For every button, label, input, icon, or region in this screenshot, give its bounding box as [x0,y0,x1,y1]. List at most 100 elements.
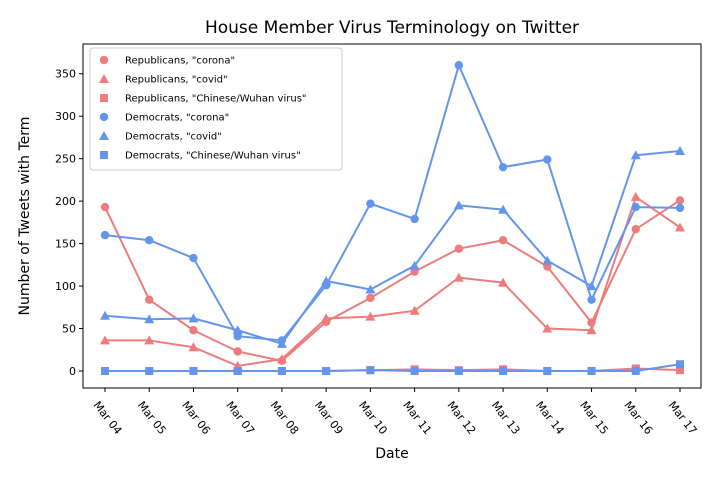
data-point-triangle [675,222,685,232]
x-tick-label: Mar 16 [621,399,655,437]
data-point-triangle [188,342,199,352]
data-point-circle [675,196,685,205]
chart-title: House Member Virus Terminology on Twitte… [205,18,579,38]
legend-label: Democrats, "corona" [125,113,229,124]
legend-label: Republicans, "covid" [125,75,228,86]
data-point-circle [410,214,419,224]
y-tick-label: 350 [55,68,76,81]
y-tick-label: 200 [55,195,76,208]
y-tick-label: 100 [55,280,76,293]
data-point-triangle [409,260,420,270]
data-point-triangle [453,200,464,210]
data-point-triangle [630,191,641,201]
data-point-triangle [675,146,685,156]
y-tick-label: 300 [55,110,76,123]
data-point-triangle [498,204,509,214]
data-point-triangle [232,325,243,335]
x-tick-label: Mar 15 [577,399,611,437]
legend-label: Democrats, "covid" [125,132,222,143]
data-point-circle [454,61,464,70]
data-point-triangle [321,275,332,285]
y-tick-label: 250 [55,153,76,166]
data-point-triangle [276,354,287,364]
data-point-circle [100,230,110,240]
data-point-triangle [276,338,287,348]
data-point-square [676,366,684,375]
data-point-square [410,367,419,376]
data-point-triangle [321,313,332,323]
x-tick-label: Mar 14 [533,399,567,437]
x-axis: Mar 04 Mar 05 Mar 06 Mar 07 Mar 08 Mar 09 Mar … [91,388,700,437]
data-point-circle [145,236,154,245]
data-point-triangle [100,310,110,320]
data-point-square [587,367,596,376]
data-point-triangle [144,335,155,345]
data-point-square [499,367,508,376]
x-tick-label: Mar 10 [356,399,390,437]
series-0 [100,196,685,366]
data-point-triangle [409,305,420,315]
data-point-square [543,367,552,376]
data-point-triangle [630,150,641,160]
data-point-circle [498,162,508,172]
legend-marker-triangle [99,131,109,140]
legend-marker-circle [99,112,109,122]
legend-marker-circle [99,55,109,65]
data-point-square [322,367,331,376]
data-point-square [676,360,684,369]
data-point-circle [366,293,375,303]
data-point-square [101,367,109,376]
x-tick-label: Mar 07 [223,399,257,437]
data-point-circle [631,224,640,234]
series-1 [100,191,685,370]
x-tick-label: Mar 04 [91,399,125,437]
x-tick-label: Mar 05 [135,399,169,437]
series-line [104,199,681,362]
x-tick-label: Mar 12 [444,399,478,437]
data-point-square [366,366,375,375]
series-5 [101,360,684,376]
data-point-square [233,367,242,376]
data-point-triangle [542,323,553,333]
data-point-triangle [586,325,597,335]
data-point-circle [498,236,508,245]
plot-area-frame [82,43,702,389]
x-tick-label: Mar 17 [666,399,700,437]
data-point-triangle [542,255,553,265]
legend-label: Republicans, "corona" [125,56,235,67]
x-axis-label: Date [375,446,408,462]
series-layer [100,61,685,376]
data-point-circle [233,347,242,356]
series-4 [100,146,685,348]
data-point-triangle [188,313,199,323]
data-point-circle [587,295,596,304]
y-tick-label: 0 [69,365,76,378]
y-axis: 0 50 100 150 200 250 300 350 [55,68,83,378]
legend-marker-square [100,94,108,102]
data-point-triangle [586,281,597,291]
data-point-circle [145,295,154,304]
legend-box [89,47,343,171]
y-tick-label: 150 [55,238,76,251]
series-3 [100,61,685,345]
legend-marker-triangle [99,74,109,83]
data-point-circle [189,253,198,263]
data-point-circle [189,326,198,335]
data-point-square [277,367,286,376]
data-point-square [189,367,198,376]
data-point-circle [454,244,464,253]
data-point-circle [675,203,685,213]
series-line [104,64,681,342]
series-line [104,150,681,345]
y-tick-label: 50 [62,323,76,336]
data-point-circle [366,199,375,208]
data-point-triangle [365,284,376,294]
data-point-triangle [144,314,155,324]
y-axis-label: Number of Tweets with Term [17,117,33,316]
legend: Republicans, "corona" Republicans, "covid… [89,47,343,171]
x-tick-label: Mar 08 [268,399,302,437]
legend-label: Republicans, "Chinese/Wuhan virus" [125,94,307,105]
data-point-triangle [100,335,110,345]
